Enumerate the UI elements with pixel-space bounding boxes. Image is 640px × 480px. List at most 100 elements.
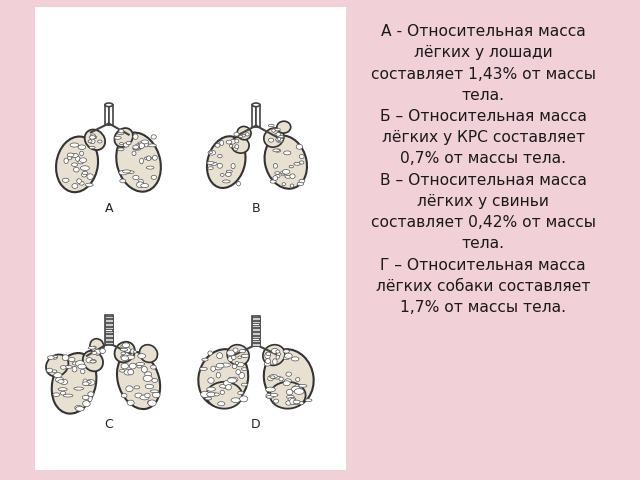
Ellipse shape <box>241 383 248 386</box>
Ellipse shape <box>47 356 54 360</box>
Ellipse shape <box>278 137 281 141</box>
Ellipse shape <box>291 401 301 404</box>
Ellipse shape <box>242 354 246 357</box>
Ellipse shape <box>296 144 303 149</box>
Ellipse shape <box>83 400 90 407</box>
Ellipse shape <box>228 377 234 380</box>
Text: B: B <box>252 202 260 215</box>
Ellipse shape <box>125 355 135 360</box>
Ellipse shape <box>266 387 275 392</box>
Ellipse shape <box>83 379 87 385</box>
Ellipse shape <box>233 348 238 352</box>
Ellipse shape <box>198 349 248 407</box>
Ellipse shape <box>231 355 236 360</box>
Ellipse shape <box>284 379 291 383</box>
Ellipse shape <box>122 170 131 173</box>
Ellipse shape <box>207 136 246 188</box>
Ellipse shape <box>291 357 299 361</box>
Ellipse shape <box>226 140 232 144</box>
Ellipse shape <box>105 103 113 107</box>
Ellipse shape <box>292 386 301 392</box>
Ellipse shape <box>208 378 214 384</box>
Ellipse shape <box>145 372 152 377</box>
Ellipse shape <box>152 156 157 160</box>
Ellipse shape <box>294 389 304 395</box>
Ellipse shape <box>276 138 283 143</box>
Ellipse shape <box>273 176 278 180</box>
Ellipse shape <box>74 387 84 390</box>
Bar <box>256 105 260 127</box>
Ellipse shape <box>68 357 75 362</box>
Ellipse shape <box>147 156 151 161</box>
Bar <box>252 332 260 335</box>
Ellipse shape <box>90 146 95 149</box>
Ellipse shape <box>58 388 67 391</box>
Ellipse shape <box>136 144 140 148</box>
Ellipse shape <box>210 162 217 166</box>
Bar <box>105 316 113 318</box>
Ellipse shape <box>135 393 142 398</box>
Ellipse shape <box>285 353 292 359</box>
Ellipse shape <box>273 399 278 403</box>
Ellipse shape <box>269 138 274 142</box>
Ellipse shape <box>285 175 291 178</box>
Ellipse shape <box>125 348 131 353</box>
Ellipse shape <box>132 145 139 149</box>
Ellipse shape <box>52 370 57 372</box>
Ellipse shape <box>266 396 274 398</box>
Ellipse shape <box>90 139 95 144</box>
Ellipse shape <box>126 386 133 392</box>
Ellipse shape <box>74 167 79 172</box>
Ellipse shape <box>270 382 306 408</box>
Ellipse shape <box>237 362 244 367</box>
Ellipse shape <box>268 124 274 127</box>
Ellipse shape <box>76 407 84 410</box>
Ellipse shape <box>56 136 98 192</box>
Ellipse shape <box>202 358 208 361</box>
Ellipse shape <box>227 350 235 356</box>
Ellipse shape <box>220 384 227 388</box>
Ellipse shape <box>133 134 138 139</box>
Ellipse shape <box>289 166 294 168</box>
Ellipse shape <box>280 171 288 174</box>
Ellipse shape <box>217 163 223 168</box>
Ellipse shape <box>143 375 152 382</box>
Ellipse shape <box>147 166 154 169</box>
Ellipse shape <box>230 139 236 144</box>
Ellipse shape <box>132 151 136 156</box>
Bar <box>105 338 113 340</box>
Ellipse shape <box>235 144 239 149</box>
Ellipse shape <box>287 395 294 399</box>
Ellipse shape <box>264 135 307 189</box>
Ellipse shape <box>273 164 278 168</box>
Ellipse shape <box>64 158 68 164</box>
Ellipse shape <box>273 149 280 152</box>
Ellipse shape <box>72 163 77 167</box>
Ellipse shape <box>131 349 134 354</box>
Ellipse shape <box>231 137 249 153</box>
Ellipse shape <box>121 356 129 360</box>
Ellipse shape <box>78 145 86 149</box>
Ellipse shape <box>237 126 251 140</box>
Ellipse shape <box>230 377 238 382</box>
Ellipse shape <box>237 391 243 395</box>
Ellipse shape <box>288 397 296 401</box>
Ellipse shape <box>141 140 148 144</box>
Ellipse shape <box>144 142 148 147</box>
Ellipse shape <box>100 348 106 353</box>
Ellipse shape <box>263 345 285 365</box>
Ellipse shape <box>134 386 140 389</box>
Ellipse shape <box>234 147 238 151</box>
Ellipse shape <box>89 136 95 139</box>
Ellipse shape <box>268 376 273 381</box>
Ellipse shape <box>286 401 292 405</box>
Bar <box>105 323 113 325</box>
Ellipse shape <box>200 391 209 397</box>
Ellipse shape <box>239 349 246 353</box>
Ellipse shape <box>79 158 86 162</box>
Ellipse shape <box>294 162 301 165</box>
Ellipse shape <box>236 370 241 374</box>
Ellipse shape <box>115 342 135 362</box>
Bar <box>252 317 260 320</box>
Ellipse shape <box>299 179 305 183</box>
